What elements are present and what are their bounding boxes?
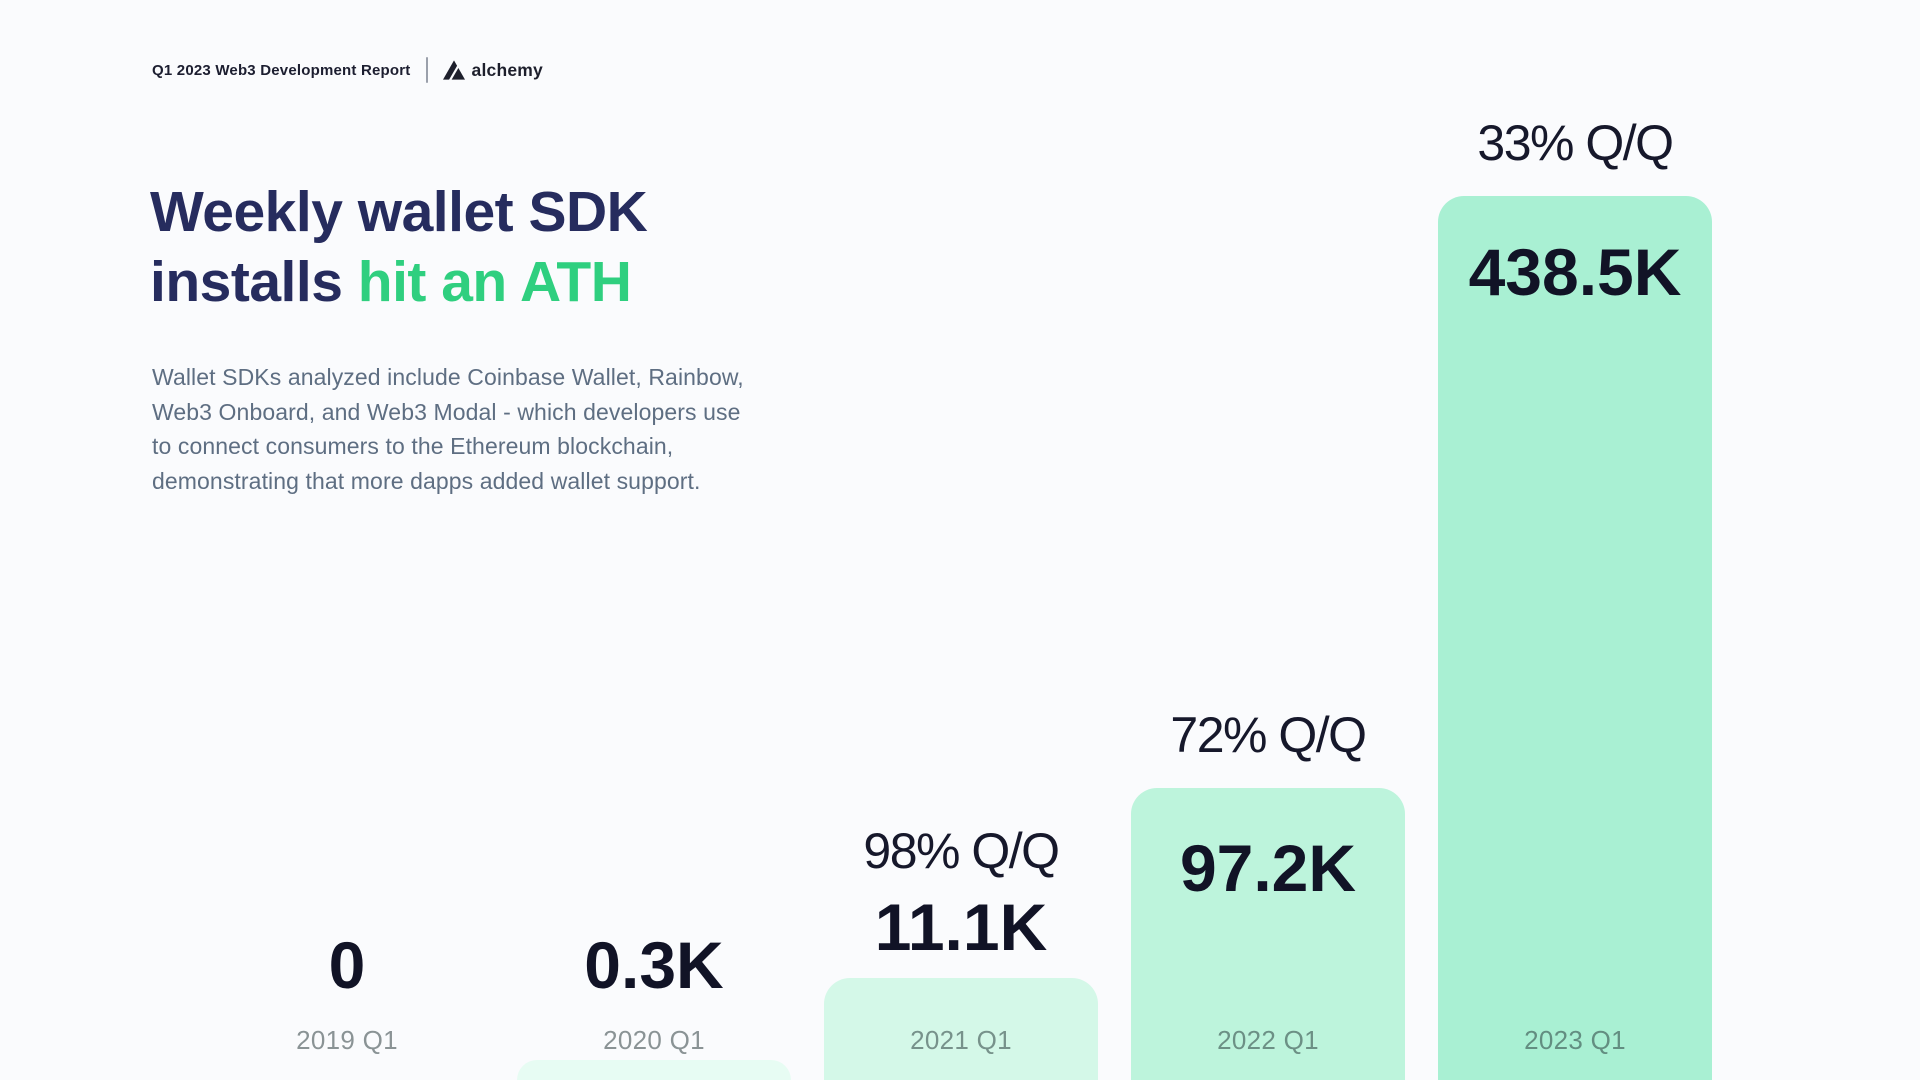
bar-value-label: 0 <box>328 928 366 1002</box>
brand-name: alchemy <box>471 59 543 80</box>
bar <box>517 1060 791 1080</box>
report-title: Q1 2023 Web3 Development Report <box>152 61 411 79</box>
qoq-growth-label: 33% Q/Q <box>1477 115 1674 171</box>
category-label: 2020 Q1 <box>603 1025 705 1055</box>
bar-value-label: 11.1K <box>874 890 1048 964</box>
category-label: 2019 Q1 <box>296 1025 398 1055</box>
bar <box>1438 196 1712 1080</box>
chart-column-2021-q1: 98% Q/Q 11.1K 2021 Q1 <box>824 0 1098 1080</box>
report-header: Q1 2023 Web3 Development Report alchemy <box>152 57 543 83</box>
alchemy-logo-icon <box>442 60 465 80</box>
bar <box>824 978 1098 1080</box>
chart-column-2019-q1: 0 2019 Q1 <box>210 0 484 1080</box>
chart-description: Wallet SDKs analyzed include Coinbase Wa… <box>152 364 744 494</box>
header-divider <box>425 57 428 83</box>
category-label: 2021 Q1 <box>910 1025 1012 1055</box>
chart-column-2023-q1: 33% Q/Q 438.5K 2023 Q1 <box>1438 0 1712 1080</box>
chart-column-2020-q1: 0.3K 2020 Q1 <box>517 0 791 1080</box>
brand-lockup: alchemy <box>442 59 543 81</box>
category-label: 2022 Q1 <box>1217 1025 1319 1055</box>
bar-value-label: 97.2K <box>1179 831 1357 905</box>
headline-line1: Weekly wallet SDK <box>150 180 648 244</box>
headline-line2-dark: installs <box>150 250 358 314</box>
category-label: 2023 Q1 <box>1524 1025 1626 1055</box>
bar-value-label: 0.3K <box>584 928 724 1002</box>
bar-value-label: 438.5K <box>1468 235 1682 309</box>
page-title: Weekly wallet SDK installs hit an ATH <box>150 177 648 317</box>
chart-column-2022-q1: 72% Q/Q 97.2K 2022 Q1 <box>1131 0 1405 1080</box>
qoq-growth-label: 98% Q/Q <box>863 823 1060 879</box>
headline-line2-accent: hit an ATH <box>357 250 632 314</box>
bar <box>1131 788 1405 1080</box>
qoq-growth-label: 72% Q/Q <box>1170 707 1367 763</box>
